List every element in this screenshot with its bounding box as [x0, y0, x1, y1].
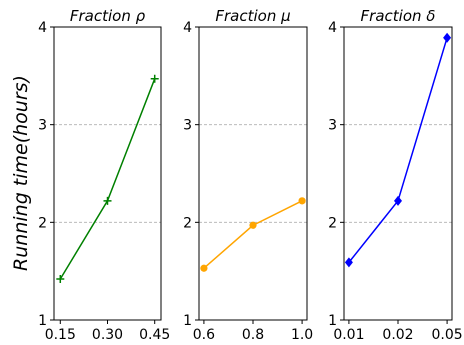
x-tick-label: 0.8	[242, 327, 264, 343]
y-tick-label: 3	[328, 118, 337, 134]
chart-title: Fraction δ	[361, 7, 436, 25]
data-point	[394, 195, 402, 206]
y-tick-label: 3	[38, 118, 47, 134]
y-tick-label: 3	[183, 118, 192, 134]
y-tick-label: 1	[38, 313, 47, 329]
data-point	[344, 257, 353, 268]
y-tick-label: 2	[38, 215, 47, 231]
y-tick-label: 4	[183, 20, 192, 36]
x-tick-label: 0.6	[193, 327, 215, 343]
data-point	[200, 264, 208, 272]
data-point	[150, 74, 159, 83]
data-point	[249, 221, 257, 229]
x-tick-label: 0.05	[432, 327, 463, 343]
data-point	[298, 197, 306, 205]
x-tick-label: 0.15	[45, 327, 76, 343]
axes-frame	[198, 26, 308, 321]
y-tick-label: 4	[328, 20, 337, 36]
axes-frame	[343, 26, 453, 321]
y-axis-label: Running time(hours)	[10, 75, 32, 271]
x-tick-label: 0.01	[333, 327, 364, 343]
data-point	[443, 32, 452, 43]
y-tick-label: 4	[38, 20, 47, 36]
x-tick-label: 0.45	[139, 327, 170, 343]
x-tick-label: 0.30	[92, 327, 123, 343]
chart-panel-2: 1 2 3 4 0.6 0.8 1.0 Fraction μ	[183, 7, 313, 343]
x-tick-label: 1.0	[291, 327, 313, 343]
chart-title: Fraction μ	[215, 7, 290, 25]
y-tick-label: 2	[328, 215, 337, 231]
series-line	[203, 200, 303, 269]
y-tick-label: 1	[328, 313, 337, 329]
x-tick-label: 0.02	[382, 327, 413, 343]
series-line	[59, 78, 156, 280]
series-line	[348, 37, 448, 263]
y-tick-label: 2	[183, 215, 192, 231]
y-tick-label: 1	[183, 313, 192, 329]
chart-panel-3: 1 2 3 4 0.01 0.02 0.05 Fraction δ	[328, 7, 463, 343]
data-point	[56, 274, 65, 283]
data-point	[103, 196, 112, 205]
chart-title: Fraction ρ	[70, 7, 146, 25]
chart-panel-1: 1 2 3 4 0.15 0.30 0.45 Fraction ρ	[38, 7, 170, 343]
axes-frame	[53, 26, 162, 321]
